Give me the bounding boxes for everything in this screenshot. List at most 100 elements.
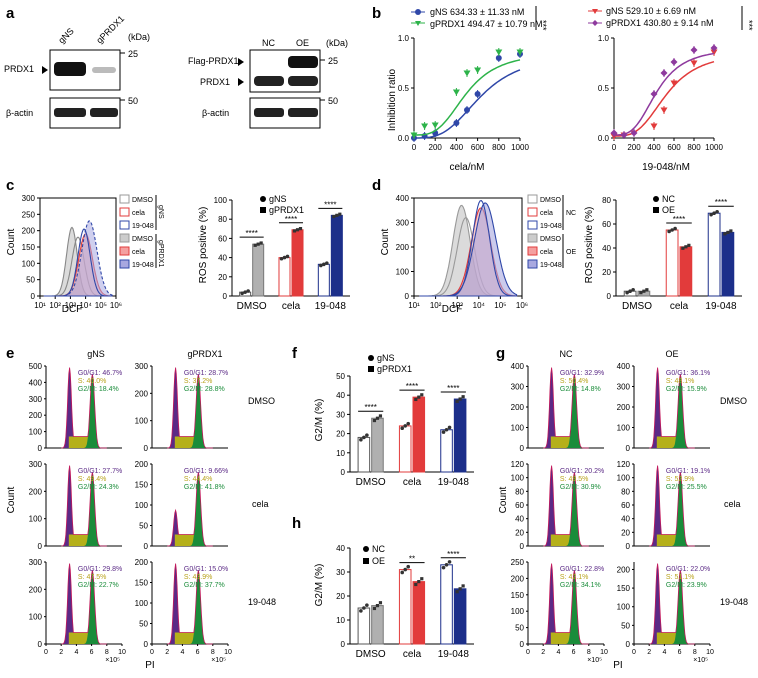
y-tick-label: 200 bbox=[22, 227, 36, 236]
y-tick-label: 120 bbox=[617, 460, 631, 469]
data-point bbox=[495, 49, 503, 56]
legend-gprdx1: gPRDX1 494.47 ± 10.79 nM bbox=[430, 19, 543, 29]
data-point bbox=[631, 287, 635, 292]
x-tick-label: DMSO bbox=[356, 649, 386, 660]
sig-stars: *** bbox=[538, 20, 548, 31]
x-tick-label: cela bbox=[403, 649, 422, 660]
fit-outline bbox=[61, 367, 107, 449]
y-tick-label: 1.0 bbox=[398, 34, 410, 43]
g0g1-label: G0/G1: 15.0% bbox=[184, 566, 228, 573]
band bbox=[254, 76, 284, 86]
g2m-peak bbox=[84, 570, 101, 644]
x-tick-label: DMSO bbox=[622, 301, 652, 312]
g0g1-peak bbox=[650, 465, 665, 546]
x-axis-label: PI bbox=[613, 660, 622, 671]
legend-label: NC bbox=[372, 544, 385, 554]
x-tick-label: 400 bbox=[647, 143, 661, 152]
y-axis-label: G2/M (%) bbox=[314, 399, 325, 442]
data-point bbox=[444, 427, 449, 432]
legend-swatch bbox=[527, 259, 538, 269]
legend-label: cela bbox=[132, 210, 145, 217]
x-tick-label: 10⁵ bbox=[494, 301, 506, 310]
y-tick-label: 200 bbox=[135, 558, 149, 567]
histogram-curve bbox=[43, 228, 113, 297]
legend-swatch bbox=[119, 194, 130, 204]
legend-swatch bbox=[119, 246, 130, 256]
data-point bbox=[332, 214, 336, 219]
group-label: NC bbox=[566, 210, 576, 217]
x-tick-label: 10 bbox=[118, 649, 126, 656]
g2m-peak bbox=[190, 374, 207, 448]
legend-label: cela bbox=[540, 249, 553, 256]
legend-gprdx1: gPRDX1 430.80 ± 9.14 nM bbox=[606, 18, 714, 28]
data-point bbox=[292, 229, 297, 233]
legend-label: 19-048 bbox=[132, 262, 154, 269]
y-tick-label: 1.0 bbox=[598, 34, 610, 43]
y-tick-label: 10 bbox=[336, 449, 345, 458]
legend-label: gNS bbox=[377, 353, 395, 363]
fit-outline bbox=[167, 563, 213, 645]
data-point bbox=[256, 242, 260, 246]
data-point bbox=[362, 606, 366, 610]
y-tick-label: 0 bbox=[607, 292, 612, 301]
legend-swatch bbox=[527, 207, 538, 217]
data-point bbox=[365, 433, 369, 437]
y-tick-label: 40 bbox=[218, 254, 227, 263]
x-tick-label: 8 bbox=[211, 649, 215, 656]
y-axis-label: Inhibition ratio bbox=[387, 68, 398, 131]
g0g1-label: G0/G1: 22.8% bbox=[560, 566, 604, 573]
y-tick-label: 30 bbox=[336, 410, 345, 419]
y-tick-label: 100 bbox=[511, 474, 525, 483]
g0g1-peak bbox=[650, 563, 665, 644]
bar-DMSO-NC bbox=[357, 607, 371, 645]
y-tick-label: 300 bbox=[29, 460, 43, 469]
x-tick-label: 19-048 bbox=[438, 649, 470, 660]
s-phase-label: S: 42.1% bbox=[560, 574, 588, 581]
dose-response-chart-19048: 0.0 0.5 1.0 0 200 400 600 800 1000 bbox=[598, 34, 724, 152]
data-point bbox=[414, 582, 418, 587]
data-point bbox=[400, 570, 405, 575]
c-hist-legend: DMSO cela 19-048 DMSO cela 19-048 gNS gP… bbox=[119, 194, 164, 269]
x-tick-label: 19-048 bbox=[705, 301, 737, 312]
x-tick-label: 10 bbox=[600, 649, 608, 656]
sig-stars: *** bbox=[744, 20, 754, 31]
data-point bbox=[726, 230, 730, 234]
x-tick-label: 4 bbox=[74, 649, 78, 656]
legend-swatch bbox=[527, 194, 538, 204]
data-point bbox=[670, 80, 678, 87]
y-axis-label: ROS positive (%) bbox=[584, 207, 595, 284]
legend-marker bbox=[260, 207, 266, 213]
data-point bbox=[474, 91, 481, 97]
bar-cela-gPRDX1 bbox=[412, 396, 426, 473]
legend-label: gPRDX1 bbox=[269, 205, 304, 215]
data-point bbox=[372, 606, 377, 611]
y-tick-label: 0.5 bbox=[598, 84, 610, 93]
data-point bbox=[420, 577, 424, 581]
x-tick-label: 19-048 bbox=[315, 301, 347, 312]
data-point bbox=[642, 289, 646, 293]
b-right-legend: gNS 529.10 ± 6.69 nM gPRDX1 430.80 ± 9.1… bbox=[588, 6, 754, 31]
y-tick-label: 0.0 bbox=[398, 134, 410, 143]
panel-letter-f: f bbox=[292, 345, 298, 362]
x-tick-label: 10⁴ bbox=[79, 301, 92, 310]
data-point bbox=[295, 228, 300, 232]
ros-bar-chart-d: 0 20 40 60 80 DMSO cela **** 19-048 **** bbox=[602, 196, 742, 312]
band-label-prdx1: PRDX1 bbox=[4, 64, 34, 74]
band bbox=[54, 108, 86, 117]
x-tick-label: 200 bbox=[627, 143, 641, 152]
legend-label: 19-048 bbox=[540, 223, 562, 230]
y-tick-label: 150 bbox=[135, 481, 149, 490]
data-point bbox=[414, 397, 418, 402]
sig-stars: **** bbox=[285, 215, 297, 224]
arrow-icon bbox=[238, 78, 244, 86]
x-unit-label: ×10⁵ bbox=[105, 657, 120, 664]
y-tick-label: 60 bbox=[218, 234, 227, 243]
y-tick-label: 100 bbox=[135, 599, 149, 608]
column-label: NC bbox=[560, 349, 573, 359]
y-tick-label: 0 bbox=[405, 292, 410, 301]
y-tick-label: 40 bbox=[621, 515, 630, 524]
data-point bbox=[455, 590, 459, 594]
y-tick-label: 0 bbox=[38, 640, 43, 649]
sig-stars: **** bbox=[406, 382, 418, 391]
